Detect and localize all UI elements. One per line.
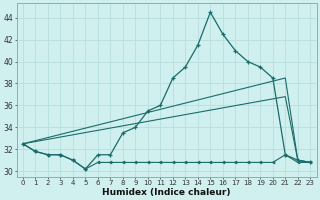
X-axis label: Humidex (Indice chaleur): Humidex (Indice chaleur) (102, 188, 231, 197)
